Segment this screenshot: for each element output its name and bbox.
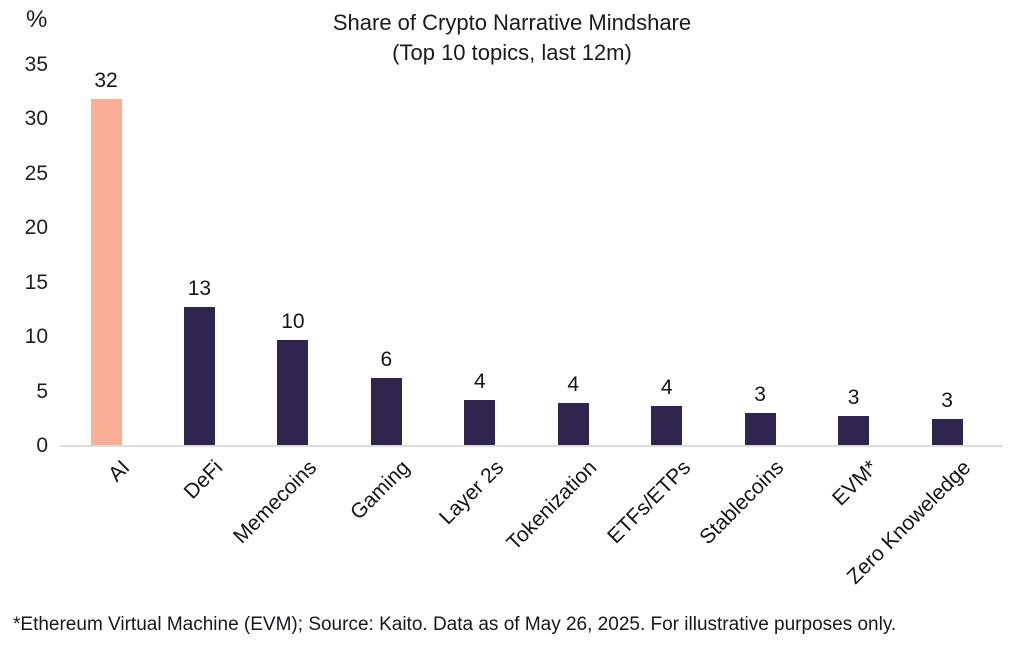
y-axis-tick-label: 30 xyxy=(24,107,48,131)
bar-value-label: 32 xyxy=(94,68,118,92)
bar-etfs-etps xyxy=(651,405,683,445)
bar-value-label: 4 xyxy=(473,370,486,394)
bar-value-label: 3 xyxy=(847,385,860,409)
bar-value-label: 3 xyxy=(941,388,953,412)
y-axis-tick-label: 10 xyxy=(24,325,48,349)
chart-title-block: Share of Crypto Narrative Mindshare (Top… xyxy=(0,8,1024,68)
y-axis-tick-label: 15 xyxy=(24,270,48,294)
x-axis-category-label: Gaming xyxy=(346,456,415,525)
bar-zero-knoweledge xyxy=(931,418,963,445)
bar-tokenization xyxy=(557,402,589,445)
footnote: *Ethereum Virtual Machine (EVM); Source:… xyxy=(13,614,897,635)
x-axis-category-label: Zero Knoweledge xyxy=(842,456,976,589)
x-axis-category-label: ETFs/ETPs xyxy=(602,456,695,549)
x-axis-category-label: Tokenization xyxy=(502,456,602,555)
chart-title: Share of Crypto Narrative Mindshare xyxy=(332,10,692,35)
x-axis-category-label: EVM* xyxy=(827,456,882,511)
x-axis-baseline xyxy=(60,445,1003,447)
bar-value-label: 10 xyxy=(281,310,305,334)
x-axis-category-label: Stablecoins xyxy=(695,456,789,550)
bar-gaming xyxy=(370,377,402,445)
bar-memecoins xyxy=(277,340,309,445)
y-axis-tick-label: 25 xyxy=(24,161,48,185)
bar-evm- xyxy=(838,415,870,445)
bar-value-label: 4 xyxy=(660,375,673,399)
bar-value-label: 6 xyxy=(380,347,393,371)
bar-defi xyxy=(183,306,215,445)
chart-subtitle: (Top 10 topics, last 12m) xyxy=(392,40,632,65)
y-axis-tick-label: 20 xyxy=(24,216,48,240)
y-axis-unit-label: % xyxy=(26,6,48,33)
y-axis-tick-label: 5 xyxy=(36,379,48,403)
y-axis-tick-label: 35 xyxy=(24,52,48,76)
bar-value-label: 13 xyxy=(187,276,212,300)
x-axis-category-label: Layer 2s xyxy=(434,456,509,530)
bar-value-label: 3 xyxy=(754,383,766,407)
bar-stablecoins xyxy=(744,413,776,445)
bar-ai xyxy=(90,98,122,445)
bar-layer-2s xyxy=(464,400,496,445)
x-axis-category-label: DeFi xyxy=(180,456,228,504)
y-axis-tick-label: 0 xyxy=(36,434,48,457)
bar-value-label: 4 xyxy=(567,372,580,396)
x-axis-category-label: Memecoins xyxy=(228,456,322,549)
